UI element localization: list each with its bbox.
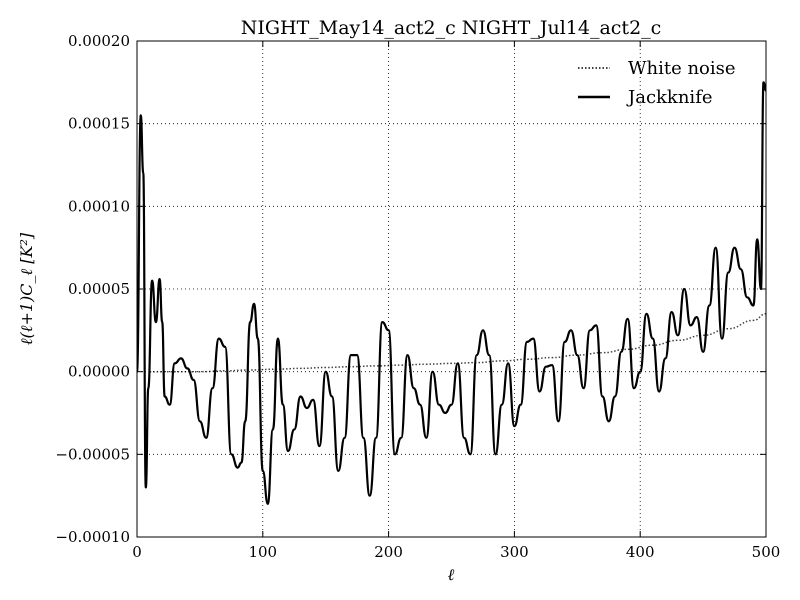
legend: White noise Jackknife bbox=[578, 58, 736, 108]
axis-ticks: 0 100 200 300 400 500 −0.00010 −0.00005 0.00000 0… bbox=[55, 32, 780, 561]
x-tick-label: 400 bbox=[626, 543, 655, 561]
chart-title: NIGHT_May14_act2_c NIGHT_Jul14_act2_c bbox=[241, 17, 662, 39]
y-tick-label: 0.00015 bbox=[68, 115, 130, 133]
y-tick-label: −0.00005 bbox=[55, 445, 130, 463]
x-axis-label: ℓ bbox=[448, 565, 455, 584]
x-tick-label: 300 bbox=[500, 543, 529, 561]
y-tick-label: 0.00020 bbox=[68, 32, 130, 50]
legend-label: White noise bbox=[628, 58, 736, 79]
legend-label: Jackknife bbox=[626, 87, 713, 108]
x-tick-label: 200 bbox=[374, 543, 403, 561]
y-tick-label: 0.00010 bbox=[68, 197, 130, 215]
y-tick-label: 0.00005 bbox=[68, 280, 130, 298]
x-tick-label: 100 bbox=[248, 543, 277, 561]
series-line-jackknife bbox=[137, 81, 766, 505]
plot-lines bbox=[137, 81, 766, 505]
y-tick-label: 0.00000 bbox=[68, 363, 130, 381]
y-tick-label: −0.00010 bbox=[55, 528, 130, 546]
x-tick-label: 500 bbox=[752, 543, 781, 561]
y-axis-label: ℓ(ℓ+1)C_ℓ [K²] bbox=[17, 232, 36, 345]
x-tick-label: 0 bbox=[132, 543, 142, 561]
